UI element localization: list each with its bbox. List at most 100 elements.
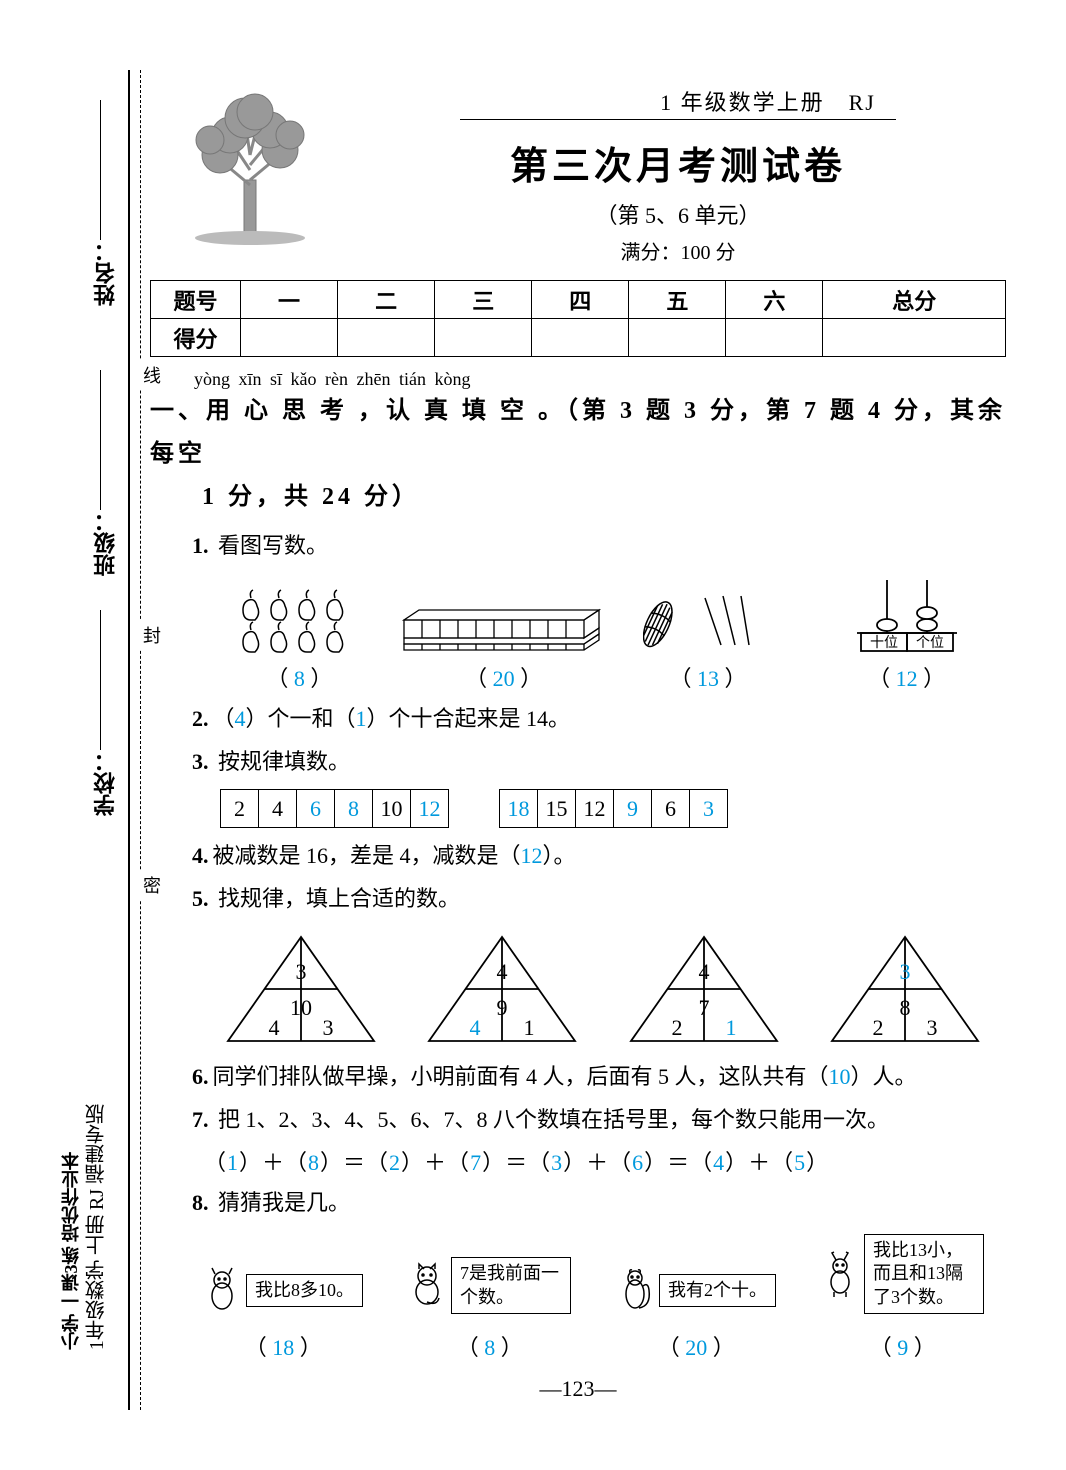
- q3-sequences: 24681012 181512963: [220, 789, 1006, 828]
- svg-text:3: 3: [927, 1015, 938, 1040]
- q3-text: 按规律填数。: [218, 749, 350, 774]
- book-edition: 1年级数学 上册 RJ 福建专版: [82, 1104, 111, 1350]
- riddle-answer: （ 9 ）: [800, 1330, 1007, 1362]
- th: 一: [241, 281, 338, 319]
- q1-ans-1: 20: [493, 666, 515, 691]
- svg-text:2: 2: [873, 1015, 884, 1040]
- riddle-item: 7是我前面一个数。: [407, 1257, 571, 1314]
- th: 五: [629, 281, 726, 319]
- table-row: 得分: [151, 319, 1006, 357]
- svg-text:10: 10: [290, 995, 312, 1020]
- full-mark: 满分：100 分: [350, 236, 1006, 265]
- seq-cell: 6: [652, 790, 690, 828]
- svg-text:4: 4: [470, 1015, 481, 1040]
- triangle-figure: 3 8 2 3: [820, 929, 990, 1049]
- seq-cell: 4: [259, 790, 297, 828]
- seq-cell: 9: [614, 790, 652, 828]
- question-2: 2.（4）个一和（1）个十合起来是 14。: [192, 701, 1006, 736]
- th: 六: [726, 281, 823, 319]
- tree-illustration: [150, 70, 350, 250]
- triangle-figure: 3 10 4 3: [216, 929, 386, 1049]
- svg-text:7: 7: [698, 995, 709, 1020]
- q1-ans-2: 13: [697, 666, 719, 691]
- riddle-item: 我比8多10。: [202, 1266, 363, 1314]
- th: 二: [338, 281, 435, 319]
- question-1: 1. 看图写数。: [192, 528, 1006, 563]
- class-label: 班级：: [90, 510, 122, 576]
- q1-num: 1.: [192, 533, 209, 558]
- q6-ans: 10: [829, 1064, 851, 1089]
- th: 题号: [151, 281, 241, 319]
- score-table: 题号 一 二 三 四 五 六 总分 得分: [150, 280, 1006, 357]
- book-line: 1 年级数学上册 RJ: [460, 85, 896, 120]
- question-6: 6.同学们排队做早操，小明前面有 4 人，后面有 5 人，这队共有（10）人。: [192, 1059, 1006, 1094]
- seq-cell: 12: [411, 790, 449, 828]
- riddle-answer: （ 18 ）: [180, 1330, 387, 1362]
- school-label: 学校：: [90, 750, 122, 816]
- svg-text:2: 2: [671, 1015, 682, 1040]
- seq-table-1: 24681012: [220, 789, 449, 828]
- q5-text: 找规律，填上合适的数。: [218, 886, 460, 911]
- riddle-text: 我有2个十。: [659, 1274, 776, 1307]
- exam-subtitle: （第 5、6 单元）: [350, 198, 1006, 230]
- table-row: 题号 一 二 三 四 五 六 总分: [151, 281, 1006, 319]
- riddle-item: 我比13小，而且和13隔了3个数。: [820, 1234, 984, 1314]
- class-blank: [100, 370, 101, 510]
- dashed-margin-line: [140, 70, 141, 1410]
- question-8: 8. 猜猜我是几。: [192, 1185, 1006, 1220]
- svg-text:8: 8: [900, 995, 911, 1020]
- svg-text:1: 1: [524, 1015, 535, 1040]
- svg-text:4: 4: [497, 959, 508, 984]
- svg-text:3: 3: [900, 959, 911, 984]
- exam-title: 第三次月考测试卷: [350, 135, 1006, 190]
- svg-text:十位: 十位: [870, 635, 898, 651]
- title-block: 1 年级数学上册 RJ 第三次月考测试卷 （第 5、6 单元） 满分：100 分: [350, 70, 1006, 265]
- row-label: 得分: [151, 319, 241, 357]
- q1-figures: （ 8 ） （ 20 ）: [200, 575, 1006, 693]
- q5-triangles: 3 10 4 3 4 9 4 1 4 7 2 1 3 8 2 3: [200, 929, 1006, 1049]
- section-title-b: 1 分，共 24 分）: [150, 484, 420, 510]
- svg-text:4: 4: [268, 1015, 279, 1040]
- fig-abacus: 十位 个位 （ 12 ）: [807, 575, 1006, 693]
- q8-text: 猜猜我是几。: [218, 1190, 350, 1215]
- question-3: 3. 按规律填数。: [192, 744, 1006, 779]
- section-1-title: 一、用 心 思 考 ，认 真 填 空 。（第 3 题 3 分，第 7 题 4 分…: [150, 390, 1006, 520]
- riddle-item: 我有2个十。: [615, 1266, 776, 1314]
- q6-num: 6.: [192, 1064, 209, 1089]
- q4-num: 4.: [192, 843, 209, 868]
- th: 总分: [823, 281, 1006, 319]
- riddle-text: 我比8多10。: [246, 1274, 363, 1307]
- svg-text:3: 3: [295, 959, 306, 984]
- seq-cell: 2: [221, 790, 259, 828]
- seq-cell: 12: [576, 790, 614, 828]
- pinyin-line: yòng xīn sī kǎo rèn zhēn tián kòng: [150, 369, 1006, 390]
- q8-answers: （ 18 ）（ 8 ）（ 20 ）（ 9 ）: [180, 1320, 1006, 1362]
- triangle-figure: 4 7 2 1: [619, 929, 789, 1049]
- worksheet-page: 姓名： 班级： 学校： 线 封 密 小学 一课3练 培优作业本 1年级数学 上册…: [0, 0, 1066, 1470]
- q1-ans-0: 8: [294, 666, 305, 691]
- main-content: 1 年级数学上册 RJ 第三次月考测试卷 （第 5、6 单元） 满分：100 分…: [150, 70, 1006, 1402]
- name-label: 姓名：: [90, 240, 122, 306]
- header: 1 年级数学上册 RJ 第三次月考测试卷 （第 5、6 单元） 满分：100 分: [150, 70, 1006, 265]
- section-title-a: 一、用 心 思 考 ，认 真 填 空 。（第 3 题 3 分，第 7 题 4 分…: [150, 398, 1006, 467]
- fig-pencils: （ 13 ）: [609, 590, 808, 693]
- q1-text: 看图写数。: [218, 533, 328, 558]
- fig-pears: （ 8 ）: [200, 585, 399, 693]
- q8-riddles: 我比8多10。 7是我前面一个数。 我有2个十。 我比13小，而且和13隔了3个数。: [180, 1234, 1006, 1314]
- svg-text:1: 1: [725, 1015, 736, 1040]
- question-4: 4.被减数是 16，差是 4，减数是（12）。: [192, 838, 1006, 873]
- q8-num: 8.: [192, 1190, 209, 1215]
- seq-cell: 6: [297, 790, 335, 828]
- th: 三: [435, 281, 532, 319]
- q2-a2: 1: [356, 706, 367, 731]
- q2-num: 2.: [192, 706, 209, 731]
- book-brand: 小学 一课3练 培优作业本: [58, 1152, 84, 1350]
- svg-text:4: 4: [698, 959, 709, 984]
- binding-sidebar: 姓名： 班级： 学校： 线 封 密 小学 一课3练 培优作业本 1年级数学 上册…: [50, 70, 130, 1410]
- q7-equation: （1）＋（8）＝（2）＋（7）＝（3）＋（6）＝（4）＋（5）: [204, 1145, 1006, 1177]
- seq-cell: 8: [335, 790, 373, 828]
- svg-text:3: 3: [322, 1015, 333, 1040]
- th: 四: [532, 281, 629, 319]
- question-5: 5. 找规律，填上合适的数。: [192, 881, 1006, 916]
- seq-cell: 3: [690, 790, 728, 828]
